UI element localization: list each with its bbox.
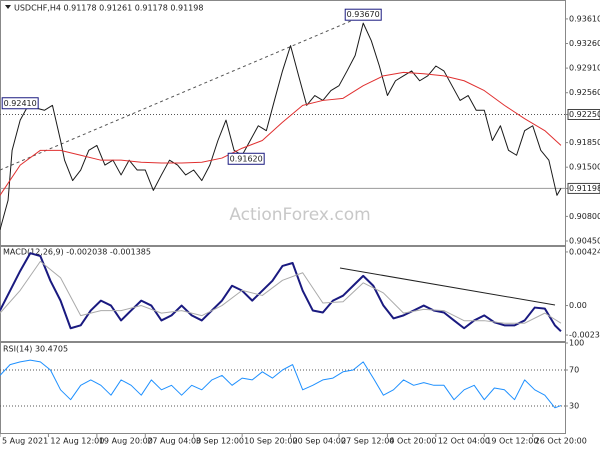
y-tick-label: 100	[569, 339, 584, 348]
x-tick-label: 19 Aug 20:00	[99, 437, 153, 446]
x-tick-label: 10 Sep 20:00	[244, 437, 297, 446]
annotation-box	[344, 8, 382, 21]
annotation-label: 0.92410	[4, 99, 37, 108]
series-line	[0, 252, 562, 332]
y-tick-label: 0.00	[569, 301, 587, 310]
y-tick-label: 0.91500	[569, 163, 600, 172]
y-tick-label: -0.002337	[569, 331, 600, 340]
x-tick-label: 27 Sep 12:00	[341, 437, 394, 446]
y-tick-label: 0.90450	[569, 236, 600, 245]
macd-title: MACD(12,26,9) -0.002038 -0.001385	[3, 248, 151, 257]
y-tick-label: 70	[569, 366, 579, 375]
y-tick-box	[567, 108, 600, 120]
annotation-box	[227, 152, 265, 165]
x-tick-label: 12 Aug 12:00	[50, 437, 104, 446]
annotation-label: 0.91620	[230, 154, 263, 163]
y-tick-label: 0.91850	[569, 138, 600, 147]
series-line	[0, 359, 562, 409]
x-tick-label: 27 Aug 04:00	[147, 437, 201, 446]
y-tick-label: 30	[569, 402, 579, 411]
chart-title: USDCHF,H4 0.91178 0.91261 0.91178 0.9119…	[14, 4, 203, 13]
y-tick-label: 0.91198	[569, 184, 600, 193]
y-tick-label: 0.93260	[569, 39, 600, 48]
x-tick-label: 19 Oct 12:00	[486, 437, 538, 446]
y-tick-label: 0.92560	[569, 88, 600, 97]
x-tick-label: 5 Aug 2021	[2, 437, 48, 446]
annotation-label: 0.93670	[347, 10, 380, 19]
y-tick-label: 0.004248	[569, 247, 600, 256]
y-tick-label: 0.90800	[569, 212, 600, 221]
watermark: ActionForex.com	[229, 205, 370, 225]
x-tick-label: 3 Sep 12:00	[196, 437, 244, 446]
y-tick-label: 0.92250	[569, 110, 600, 119]
y-tick-label: 0.93610	[569, 14, 600, 23]
symbol-menu-icon[interactable]	[5, 5, 11, 9]
annotation-box	[1, 97, 39, 110]
x-tick-label: 12 Oct 04:00	[438, 437, 490, 446]
y-tick-label: 0.92910	[569, 64, 600, 73]
macd-trend-line	[339, 267, 556, 306]
series-line	[0, 260, 562, 324]
series-line	[0, 22, 562, 230]
x-tick-label: 26 Oct 20:00	[535, 437, 587, 446]
y-tick-box	[567, 182, 600, 194]
series-line	[0, 71, 562, 196]
x-tick-label: 4 Oct 20:00	[389, 437, 436, 446]
rsi-title: RSI(14) 30.4705	[3, 345, 68, 354]
x-tick-label: 20 Sep 04:00	[293, 437, 346, 446]
